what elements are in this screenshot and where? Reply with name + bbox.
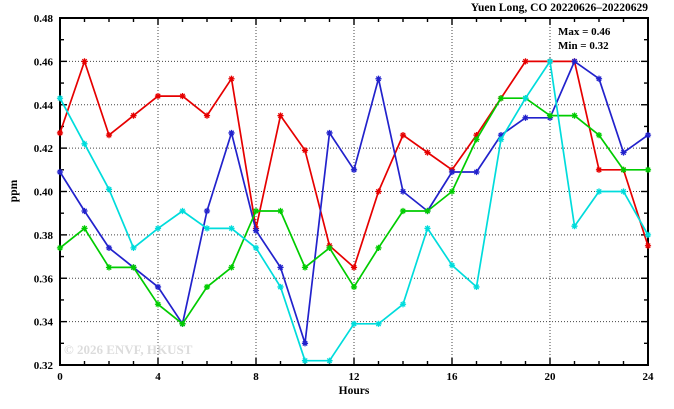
series-markers-cyan (56, 58, 652, 364)
chart-title: Yuen Long, CO 20220626–20220629 (470, 2, 648, 14)
annotation-min: Min = 0.32 (558, 40, 609, 52)
y-tick-label: 0.38 (34, 230, 54, 242)
x-tick-label: 12 (349, 371, 361, 383)
y-tick-label: 0.46 (34, 56, 54, 68)
y-tick-label: 0.32 (34, 360, 54, 372)
x-tick-label: 20 (545, 371, 557, 383)
y-tick-label: 0.34 (34, 317, 54, 329)
annotation-box: Max = 0.46 Min = 0.32 (558, 25, 610, 53)
x-tick-label: 0 (57, 371, 63, 383)
y-tick-label: 0.40 (34, 187, 54, 199)
watermark: © 2026 ENVF, HKUST (64, 342, 193, 357)
x-tick-label: 24 (643, 371, 655, 383)
plot-border (59, 17, 649, 366)
x-axis-label: Hours (338, 385, 370, 397)
x-tick-label: 16 (447, 371, 459, 383)
annotation-max: Max = 0.46 (558, 26, 611, 38)
y-tick-label: 0.36 (34, 273, 54, 285)
y-tick-label: 0.44 (34, 100, 54, 112)
x-tick-label: 8 (253, 371, 259, 383)
y-tick-label: 0.42 (34, 143, 54, 155)
x-tick-label: 4 (155, 371, 161, 383)
y-axis-label: ppm (8, 179, 20, 203)
y-tick-label: 0.48 (34, 13, 54, 25)
